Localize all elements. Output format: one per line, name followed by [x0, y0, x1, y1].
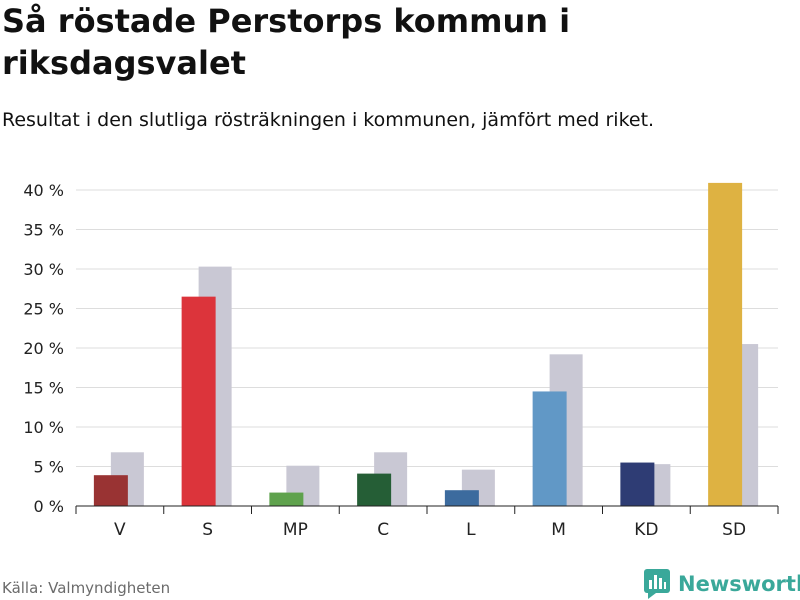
chart-title: Så röstade Perstorps kommun i riksdagsva… — [2, 2, 571, 82]
y-tick-label: 30 % — [23, 260, 64, 279]
source-note: Källa: Valmyndigheten — [2, 579, 171, 597]
bar-kommun — [181, 296, 216, 506]
bar-kommun — [532, 391, 567, 506]
bar-kommun — [269, 492, 304, 506]
x-tick-label: C — [377, 520, 389, 540]
bar-kommun — [357, 473, 392, 506]
bar-kommun — [620, 462, 655, 506]
y-tick-label: 10 % — [23, 418, 64, 437]
x-tick-label: KD — [634, 520, 658, 540]
y-tick-label: 5 % — [34, 458, 64, 477]
x-tick-label: MP — [283, 520, 308, 540]
y-tick-label: 20 % — [23, 339, 64, 358]
brand-name: Newsworthy — [678, 572, 800, 596]
newsworthy-logo: Newsworthy — [644, 568, 800, 600]
y-tick-label: 25 % — [23, 300, 64, 319]
bar-chart-speech-icon — [644, 569, 670, 599]
bar-kommun — [708, 182, 743, 506]
bar-chart: 0 % 5 % 10 % 15 % 20 % 25 % 30 % 35 % 40 % V S MP C L… — [23, 181, 779, 540]
y-tick-label: 35 % — [23, 221, 64, 240]
x-tick-label: V — [114, 520, 126, 540]
x-tick-label: S — [202, 520, 213, 540]
bar-kommun — [93, 475, 128, 506]
y-tick-label: 15 % — [23, 379, 64, 398]
x-tick-label: M — [551, 520, 566, 540]
x-tick-label: L — [466, 520, 476, 540]
chart-subtitle: Resultat i den slutliga rösträkningen i … — [2, 109, 655, 131]
x-tick-label: SD — [722, 520, 746, 540]
y-tick-label: 40 % — [23, 181, 64, 200]
y-tick-label: 0 % — [34, 497, 64, 516]
bar-kommun — [444, 490, 479, 506]
